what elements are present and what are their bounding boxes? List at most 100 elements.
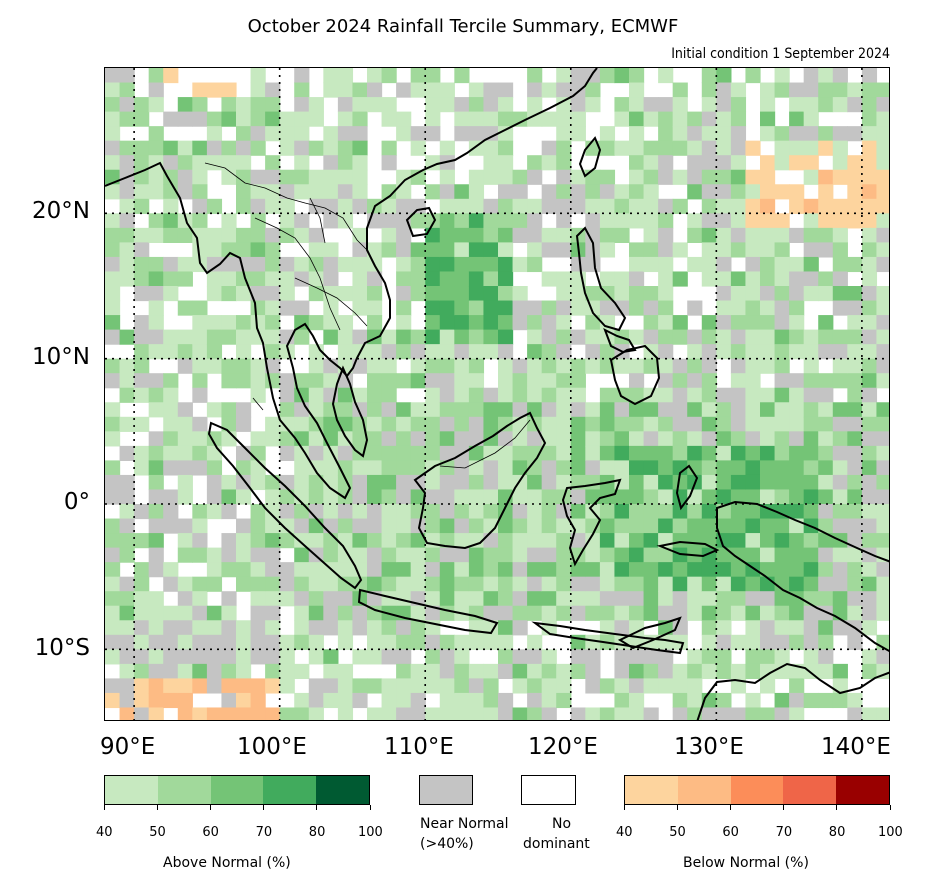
tercile-cell — [134, 97, 150, 113]
tercile-cell — [163, 663, 179, 679]
tercile-cell — [163, 460, 179, 476]
tercile-cell — [323, 198, 339, 214]
tercile-cell — [730, 533, 747, 549]
tercile-cell — [439, 445, 455, 461]
tercile-cell — [352, 474, 368, 491]
tercile-cell — [701, 358, 717, 374]
tercile-cell — [832, 547, 848, 563]
tercile-cell — [643, 256, 659, 273]
tercile-cell — [352, 300, 368, 316]
lat-label-10n: 10°N — [32, 344, 90, 370]
tercile-cell — [629, 576, 645, 592]
tercile-cell — [221, 329, 237, 345]
tercile-cell — [629, 474, 645, 491]
tercile-cell — [687, 445, 703, 461]
tercile-cell — [308, 256, 324, 273]
tercile-cell — [468, 213, 485, 229]
tercile-cell — [614, 227, 630, 243]
tercile-cell — [614, 286, 630, 302]
tercile-cell — [570, 576, 586, 592]
tercile-cell — [483, 663, 499, 679]
tercile-cell — [876, 373, 889, 389]
tercile-cell — [730, 474, 747, 491]
tercile-cell — [177, 402, 193, 418]
tercile-cell — [119, 358, 135, 374]
chart-title: October 2024 Rainfall Tercile Summary, E… — [247, 16, 679, 37]
tercile-cell — [439, 213, 455, 229]
tercile-cell — [265, 373, 281, 389]
tercile-cell — [556, 663, 572, 679]
tercile-cell — [134, 387, 150, 403]
tercile-cell — [614, 300, 630, 316]
tercile-cell — [716, 547, 732, 563]
tercile-cell — [119, 416, 135, 432]
tercile-cell — [250, 605, 266, 621]
tercile-cell — [206, 402, 223, 418]
tercile-cell — [643, 155, 659, 171]
tercile-cell — [337, 547, 354, 563]
tercile-cell — [134, 184, 150, 200]
tercile-cell — [192, 198, 208, 214]
tercile-cell — [236, 373, 252, 389]
tercile-cell — [789, 460, 805, 476]
tercile-cell — [687, 518, 703, 534]
tercile-cell — [439, 576, 455, 592]
tercile-cell — [483, 678, 499, 694]
tercile-cell — [294, 707, 310, 720]
tercile-cell — [439, 692, 455, 709]
tercile-cell — [250, 634, 266, 650]
tercile-cell — [236, 111, 252, 127]
tercile-cell — [352, 242, 368, 258]
lon-label-140e: 140°E — [821, 734, 891, 760]
tercile-cell — [439, 605, 455, 621]
tercile-cell — [789, 474, 805, 491]
tercile-cell — [585, 97, 601, 113]
tercile-cell — [468, 271, 485, 287]
tercile-cell — [105, 576, 121, 592]
tercile-cell — [730, 576, 747, 592]
tercile-cell — [483, 533, 499, 549]
tercile-cell — [512, 591, 528, 607]
tercile-cell — [337, 692, 354, 709]
tercile-cell — [206, 344, 223, 360]
tercile-cell — [294, 692, 310, 709]
tercile-cell — [498, 387, 514, 403]
tercile-cell — [730, 169, 747, 185]
tercile-cell — [279, 649, 295, 665]
tercile-cell — [367, 460, 383, 476]
tercile-cell — [221, 605, 237, 621]
tercile-cell — [716, 126, 732, 142]
tercile-cell — [308, 591, 324, 607]
tercile-cell — [396, 184, 412, 200]
tercile-cell — [701, 68, 717, 84]
tercile-cell — [425, 474, 441, 491]
tercile-cell — [163, 198, 179, 214]
tercile-cell — [789, 576, 805, 592]
tercile-cell — [498, 242, 514, 258]
tercile-cell — [396, 169, 412, 185]
tercile-cell — [367, 620, 383, 636]
tercile-cell — [527, 373, 543, 389]
tercile-cell — [818, 126, 834, 142]
tercile-cell — [745, 620, 761, 636]
tercile-cell — [876, 315, 889, 331]
tercile-cell — [396, 576, 412, 592]
tercile-cell — [599, 591, 616, 607]
tercile-cell — [716, 474, 732, 491]
tercile-cell — [760, 387, 776, 403]
tercile-cell — [760, 445, 776, 461]
tercile-cell — [294, 460, 310, 476]
tercile-cell — [250, 242, 266, 258]
tercile-cell — [585, 533, 601, 549]
colorbar-segment — [730, 776, 784, 804]
tercile-cell — [527, 155, 543, 171]
tercile-cell — [527, 242, 543, 258]
tercile-cell — [556, 242, 572, 258]
tercile-cell — [119, 68, 135, 84]
tercile-cell — [629, 504, 645, 520]
tercile-cell — [279, 387, 295, 403]
tercile-cell — [323, 489, 339, 505]
tercile-cell — [876, 169, 889, 185]
tercile-cell — [352, 562, 368, 578]
tercile-cell — [148, 82, 164, 98]
